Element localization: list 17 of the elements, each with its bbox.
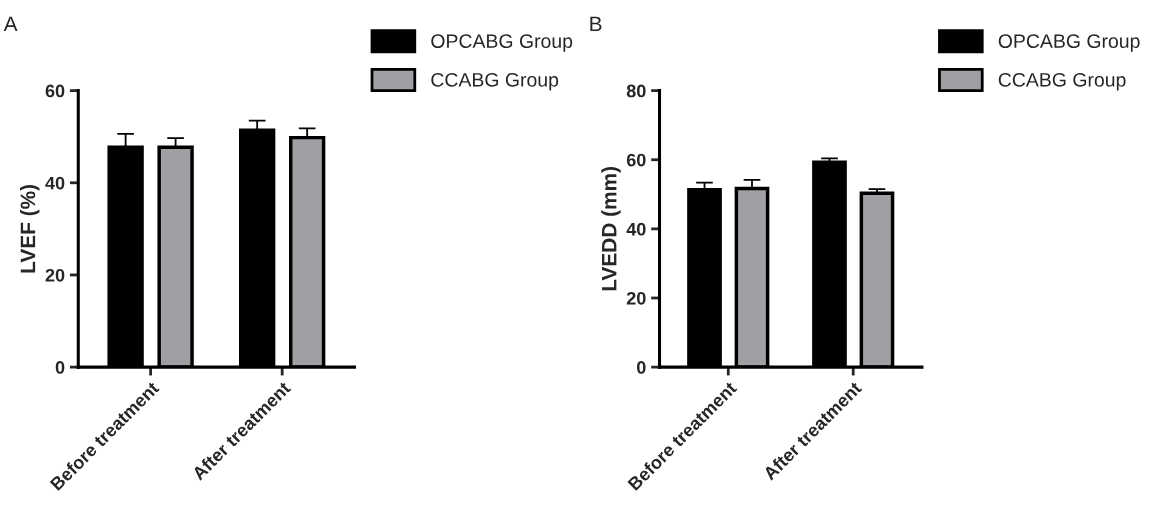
chart-title: B xyxy=(590,16,602,32)
y-axis-title: LVEDD (mm) xyxy=(601,167,621,291)
legend-label: OPCABG Group xyxy=(998,34,1140,52)
y-tick-label: 40 xyxy=(45,176,65,190)
legend-label: CCABG Group xyxy=(998,72,1126,91)
y-tick-label: 60 xyxy=(45,84,65,98)
y-tick-label: 20 xyxy=(626,291,646,305)
y-tick-label: 40 xyxy=(626,222,646,236)
y-tick-label: 0 xyxy=(55,361,65,374)
y-tick-label: 60 xyxy=(626,153,646,167)
legend-label: OPCABG Group xyxy=(431,34,573,52)
y-tick-label: 20 xyxy=(45,268,65,282)
legend-label: CCABG Group xyxy=(431,72,559,91)
chart-title: A xyxy=(3,16,18,32)
y-tick-label: 80 xyxy=(626,84,646,98)
y-tick-label: 0 xyxy=(637,361,646,374)
y-axis-title: LVEF (%) xyxy=(20,184,40,273)
